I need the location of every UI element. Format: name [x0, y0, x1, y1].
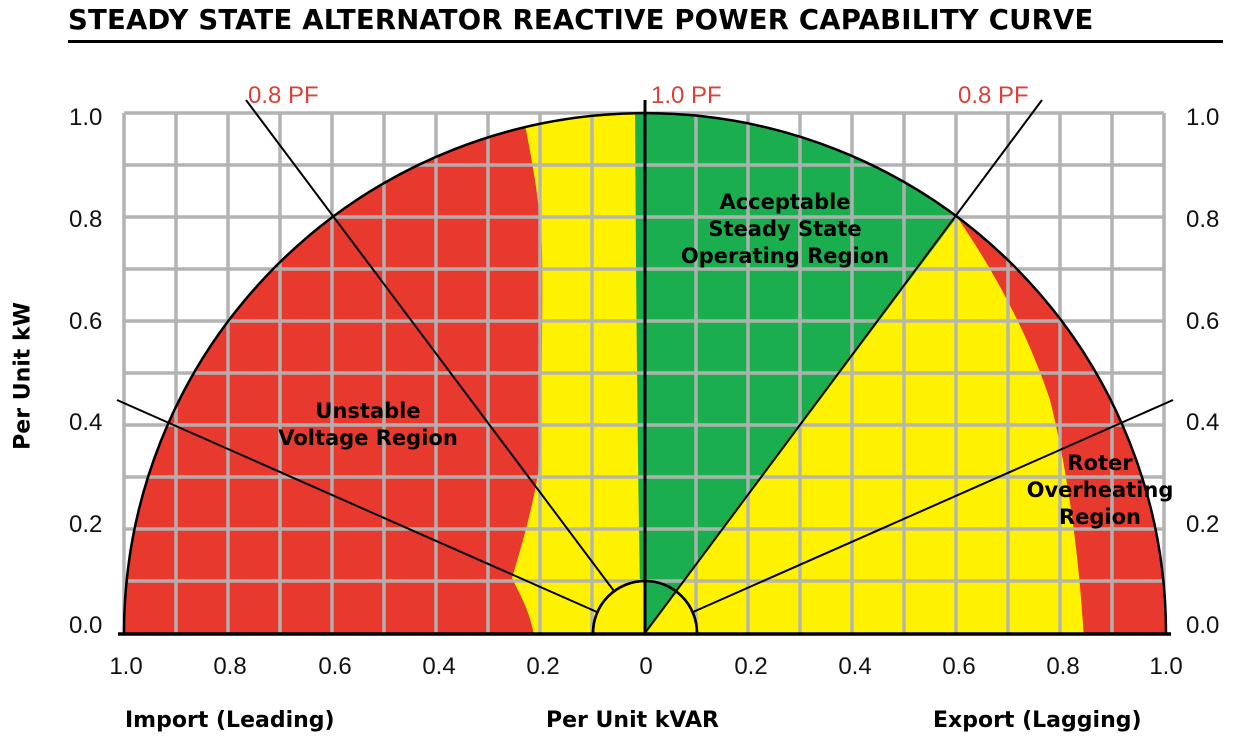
x-tick: 0.6: [318, 653, 352, 680]
y-tick-right: 1.0: [1186, 104, 1220, 131]
x-tick: 0.8: [213, 653, 247, 680]
x-tick: 1.0: [1149, 653, 1183, 680]
pf-line-low-leading: [116, 399, 598, 613]
pf-label-center: 1.0 PF: [651, 82, 722, 109]
region-label-line: Roter: [1067, 451, 1133, 475]
region-label-acceptable: Acceptable Steady State Operating Region: [680, 189, 890, 270]
x-tick: 0.4: [422, 653, 456, 680]
region-label-unstable: Unstable Voltage Region: [258, 398, 478, 452]
y-tick-left: 0.2: [69, 511, 103, 538]
x-axis-label-center: Per Unit kVAR: [546, 708, 719, 733]
region-label-line: Region: [1058, 505, 1142, 529]
acceptable-region: [645, 113, 1000, 633]
pf-lines: [116, 99, 1174, 634]
pf-line-low-lagging: [692, 399, 1174, 613]
region-label-line: Overheating: [1026, 478, 1174, 502]
leading-yellow-band: [512, 113, 645, 634]
chart-title: STEADY STATE ALTERNATOR REACTIVE POWER C…: [68, 4, 1223, 43]
x-tick: 0.4: [838, 653, 872, 680]
y-tick-left: 1.0: [69, 104, 103, 131]
y-axis-label: Per Unit kW: [10, 302, 36, 450]
region-label-line: Steady State: [708, 217, 862, 241]
region-label-line: Unstable: [315, 399, 421, 423]
region-label-overheating: Roter Overheating Region: [1010, 450, 1190, 531]
y-tick-right: 0.0: [1186, 612, 1220, 639]
y-tick-left: 0.6: [69, 308, 103, 335]
x-tick: 0.2: [526, 653, 560, 680]
y-tick-right: 0.4: [1186, 409, 1220, 436]
pf-line-08-leading: [245, 99, 615, 592]
region-label-line: Operating Region: [680, 244, 890, 268]
x-tick: 0.8: [1046, 653, 1080, 680]
x-axis-label-left: Import (Leading): [125, 708, 335, 733]
pf-line-08-lagging: [644, 99, 1043, 634]
x-tick: 1.0: [109, 653, 143, 680]
y-tick-right: 0.2: [1186, 511, 1220, 538]
y-tick-left: 0.0: [69, 612, 103, 639]
region-label-line: Acceptable: [719, 190, 851, 214]
x-tick: 0.6: [942, 653, 976, 680]
x-tick: 0.2: [734, 653, 768, 680]
region-label-line: Voltage Region: [278, 426, 458, 450]
x-tick: 0: [639, 653, 653, 680]
y-tick-left: 0.4: [69, 409, 103, 436]
x-axis-label-right: Export (Lagging): [933, 708, 1142, 733]
y-tick-right: 0.8: [1186, 206, 1220, 233]
y-tick-left: 0.8: [69, 206, 103, 233]
acceptable-region-strip: [635, 113, 645, 634]
y-tick-right: 0.6: [1186, 308, 1220, 335]
pf-label-right: 0.8 PF: [958, 82, 1029, 109]
pf-label-left: 0.8 PF: [248, 82, 319, 109]
